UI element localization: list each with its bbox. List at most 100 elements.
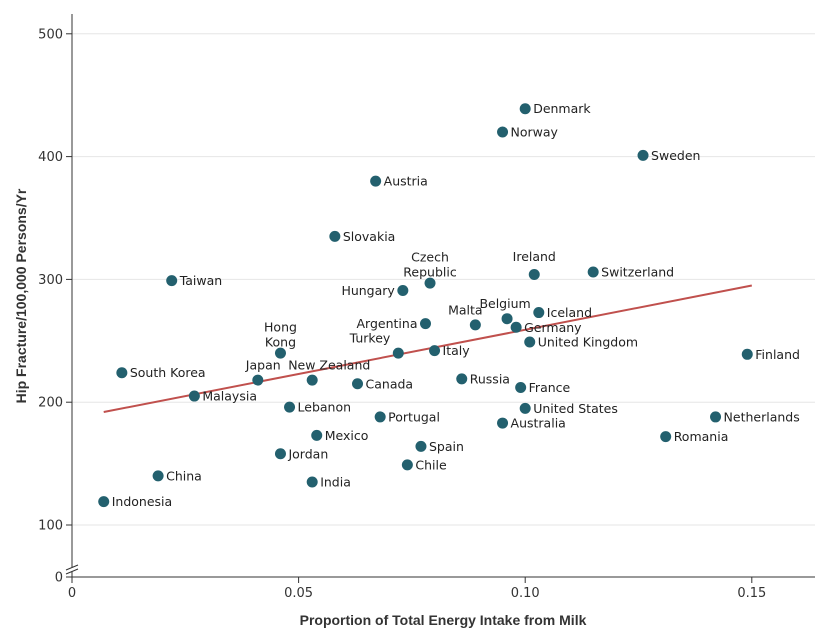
point-denmark: Denmark <box>519 101 591 116</box>
point-netherlands: Netherlands <box>710 409 800 424</box>
point-label: Ireland <box>513 249 556 264</box>
data-point-marker <box>311 429 323 441</box>
data-point-marker <box>710 411 722 423</box>
data-point-marker <box>587 266 599 278</box>
point-label: India <box>320 475 351 490</box>
point-indonesia: Indonesia <box>98 494 172 509</box>
point-turkey: Turkey <box>349 331 404 359</box>
point-ireland: Ireland <box>513 249 556 280</box>
point-norway: Norway <box>497 125 559 140</box>
data-point-marker <box>98 496 110 508</box>
data-point-marker <box>166 275 178 287</box>
point-label: South Korea <box>130 365 206 380</box>
point-label: Mexico <box>325 428 369 443</box>
data-point-marker <box>510 321 522 333</box>
point-switzerland: Switzerland <box>587 265 674 280</box>
data-point-marker <box>519 402 531 414</box>
point-label: Finland <box>755 347 800 362</box>
data-point-marker <box>660 431 672 443</box>
data-point-marker <box>274 448 286 460</box>
point-germany: Germany <box>510 320 582 335</box>
axis-break-mark <box>65 564 79 575</box>
data-point-marker <box>284 401 296 413</box>
data-point-marker <box>116 367 128 379</box>
point-label: Portugal <box>388 409 440 424</box>
point-jordan: Jordan <box>274 446 328 461</box>
data-point-marker <box>497 417 509 429</box>
point-lebanon: Lebanon <box>284 400 351 415</box>
point-label: Japan <box>245 358 281 373</box>
data-point-marker <box>533 307 545 319</box>
point-label: Hong Kong <box>264 320 297 350</box>
y-tick-label: 400 <box>38 150 63 165</box>
data-point-marker <box>401 459 413 471</box>
data-point-marker <box>528 268 540 280</box>
data-point-marker <box>392 347 404 359</box>
data-point-marker <box>329 230 341 242</box>
point-label: Hungary <box>341 283 395 298</box>
point-label: Russia <box>470 371 510 386</box>
point-label: Denmark <box>533 101 591 116</box>
data-point-marker <box>497 126 509 138</box>
data-point-marker <box>469 319 481 331</box>
point-hong-kong: Hong Kong <box>264 320 297 359</box>
point-india: India <box>306 475 351 490</box>
point-label: Sweden <box>651 148 700 163</box>
data-point-marker <box>252 374 264 386</box>
point-new-zealand: New Zealand <box>288 358 370 386</box>
data-point-marker <box>306 476 318 488</box>
point-label: Romania <box>674 429 729 444</box>
point-label: Austria <box>384 174 428 189</box>
x-ticks: 0 0.05 0.10 0.15 <box>68 577 766 601</box>
point-united-states: United States <box>519 401 618 416</box>
data-point-marker <box>519 103 531 115</box>
point-label: Argentina <box>357 316 418 331</box>
point-malaysia: Malaysia <box>188 389 257 404</box>
point-label: Turkey <box>349 331 391 346</box>
data-point-marker <box>515 381 527 393</box>
point-mexico: Mexico <box>311 428 368 443</box>
point-label: Belgium <box>479 296 530 311</box>
data-point-marker <box>152 470 164 482</box>
data-point-marker <box>397 284 409 296</box>
axes <box>65 14 815 578</box>
y-tick-label: 100 <box>38 519 63 534</box>
point-label: Australia <box>511 416 566 431</box>
data-points: Denmark Norway Sweden Austria Slovakia Irelan… <box>98 101 800 509</box>
point-label: Netherlands <box>724 409 800 424</box>
trend-line <box>103 284 752 414</box>
point-japan: Japan <box>245 358 281 386</box>
point-label: Iceland <box>547 305 592 320</box>
point-taiwan: Taiwan <box>166 273 222 288</box>
point-label: United Kingdom <box>538 335 638 350</box>
point-australia: Australia <box>497 416 566 431</box>
point-label: Norway <box>511 125 559 140</box>
point-czech-republic: Czech Republic <box>403 250 457 289</box>
data-point-marker <box>429 345 441 357</box>
gridlines <box>72 33 815 526</box>
point-russia: Russia <box>456 371 510 386</box>
x-tick-label: 0.15 <box>737 586 766 601</box>
point-label: Lebanon <box>298 400 352 415</box>
point-belgium: Belgium <box>479 296 531 325</box>
point-label: Spain <box>429 439 464 454</box>
data-point-marker <box>188 390 200 402</box>
point-label: Jordan <box>287 446 328 461</box>
data-point-marker <box>637 149 649 161</box>
point-label: Germany <box>524 320 582 335</box>
point-label: Chile <box>415 457 447 472</box>
y-tick-label: 300 <box>38 273 63 288</box>
data-point-marker <box>370 175 382 187</box>
point-slovakia: Slovakia <box>329 229 395 244</box>
data-point-marker <box>306 374 318 386</box>
point-italy: Italy <box>429 343 470 358</box>
data-point-marker <box>501 313 513 325</box>
point-south-korea: South Korea <box>116 365 206 380</box>
point-romania: Romania <box>660 429 728 444</box>
point-label: China <box>166 468 202 483</box>
point-finland: Finland <box>741 347 800 362</box>
y-axis-title: Hip Fracture/100,000 Persons/Yr <box>13 188 29 403</box>
data-point-marker <box>741 348 753 360</box>
y-tick-label: 0 <box>55 571 63 586</box>
x-tick-label: 0.05 <box>284 586 313 601</box>
